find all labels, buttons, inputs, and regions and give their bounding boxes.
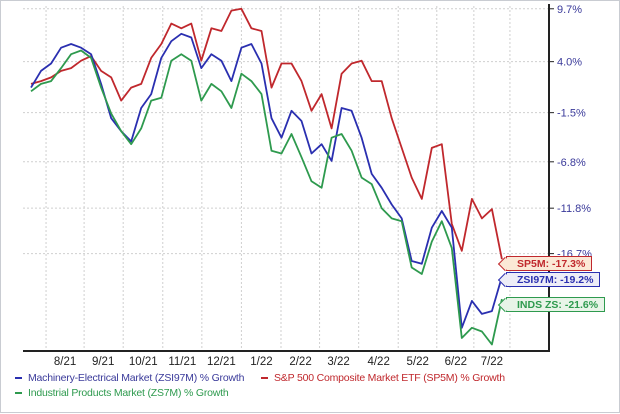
legend-swatch <box>261 377 268 380</box>
legend-label: Industrial Products Market (ZS7M) % Grow… <box>28 387 229 399</box>
legend-swatch <box>15 392 22 395</box>
series-line-2 <box>30 49 503 346</box>
x-tick-label: 1/22 <box>250 356 272 368</box>
x-tick-label: 3/22 <box>327 356 349 368</box>
series-line-0 <box>30 32 503 329</box>
x-tick-label: 11/21 <box>168 356 196 368</box>
x-tick-label: 4/22 <box>367 356 389 368</box>
series-lines <box>30 7 503 346</box>
x-tick-label: 9/21 <box>92 356 114 368</box>
end-label-zsi97m: ZSI97M: -19.2% <box>506 272 601 287</box>
legend-item-sp5m: S&P 500 Composite Market ETF (SP5M) % Gr… <box>261 372 505 384</box>
y-tick-label: -1.5% <box>557 108 586 120</box>
legend-item-zsi97m: Machinery-Electrical Market (ZSI97M) % G… <box>15 372 244 384</box>
grid <box>23 6 549 351</box>
x-tick-label: 10/21 <box>129 356 158 368</box>
legend-label: S&P 500 Composite Market ETF (SP5M) % Gr… <box>274 372 505 384</box>
x-tick-label: 8/21 <box>54 356 76 368</box>
end-label-inds: INDS ZS: -21.6% <box>506 297 606 312</box>
y-tick-label: 4.0% <box>557 57 582 69</box>
legend-swatch <box>15 377 22 380</box>
y-tick-labels: 9.7%4.0%-1.5%-6.8%-11.8%-16.7% <box>549 4 592 261</box>
x-tick-label: 5/22 <box>407 356 429 368</box>
y-tick-label: 9.7% <box>557 4 582 16</box>
x-tick-label: 6/22 <box>445 356 467 368</box>
end-label-sp5m: SP5M: -17.3% <box>506 256 593 271</box>
y-tick-label: -6.8% <box>557 157 586 169</box>
x-tick-label: 2/22 <box>289 356 311 368</box>
series-line-1 <box>30 7 503 260</box>
y-tick-label: -11.8% <box>557 203 591 215</box>
legend-label: Machinery-Electrical Market (ZSI97M) % G… <box>28 372 245 384</box>
x-tick-label: 7/22 <box>481 356 503 368</box>
x-tick-label: 12/21 <box>207 356 236 368</box>
x-tick-labels: 8/21 9/21 10/21 11/21 12/21 1/22 2/22 3/22 4/22 5… <box>54 356 503 368</box>
legend-item-zs7m: Industrial Products Market (ZS7M) % Grow… <box>15 387 229 399</box>
